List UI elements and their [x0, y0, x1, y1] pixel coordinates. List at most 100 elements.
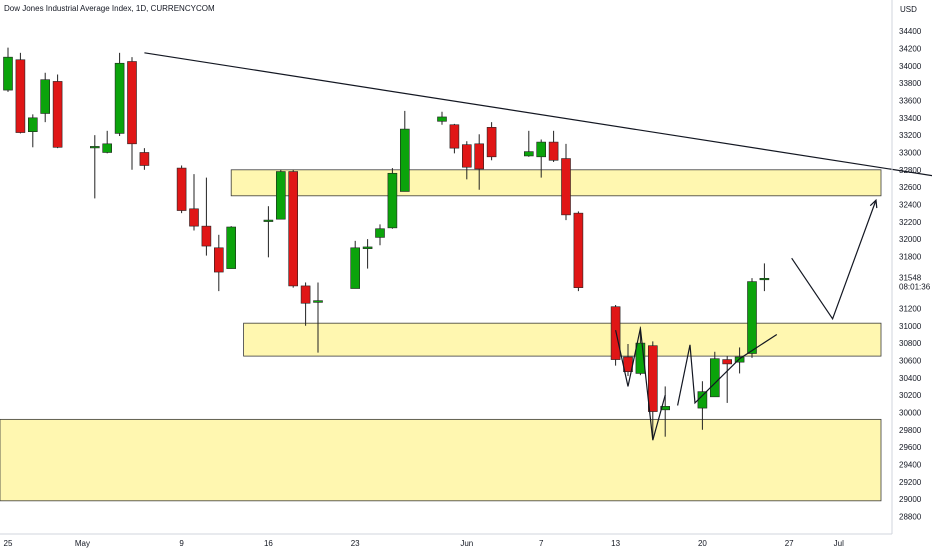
y-tick-label: 34000 [899, 62, 922, 71]
candle-16 [275, 169, 286, 220]
candle-body [201, 225, 212, 247]
candle-body [722, 359, 733, 365]
candle-0 [3, 47, 13, 92]
y-tick-label: 32800 [899, 166, 922, 175]
x-tick-label: 16 [264, 539, 273, 548]
x-tick-label: 23 [351, 539, 360, 548]
candle-24 [399, 110, 410, 192]
candle-9 [139, 148, 150, 170]
candle-body [214, 247, 224, 273]
candle-body [263, 219, 274, 222]
candle-body [461, 144, 472, 168]
candle-43 [734, 347, 745, 374]
drawing-0 [615, 328, 666, 441]
candle-body [548, 141, 559, 161]
candle-body [226, 226, 236, 269]
candle-17 [288, 169, 299, 288]
candle-31 [536, 139, 547, 178]
y-tick-label: 30000 [899, 408, 922, 417]
candle-body [27, 117, 38, 132]
y-tick-label: 30200 [899, 391, 922, 400]
drawing-2 [791, 199, 877, 321]
y-tick-label: 33400 [899, 114, 922, 123]
candle-1 [15, 52, 26, 134]
candle-18 [300, 282, 311, 326]
y-tick-label: 30800 [899, 339, 922, 348]
candle-34 [573, 211, 584, 292]
y-tick-label: 32400 [899, 200, 922, 209]
candles [3, 47, 770, 439]
y-tick-label: 28800 [899, 512, 922, 521]
candle-13 [214, 234, 224, 292]
candle-body [127, 61, 137, 145]
y-tick-label: 34200 [899, 45, 922, 54]
candle-45 [759, 263, 770, 292]
candle-28 [474, 134, 485, 190]
candle-body [15, 59, 26, 133]
y-tick-label: 30600 [899, 356, 922, 365]
y-tick-label: 32200 [899, 218, 922, 227]
candle-15 [263, 206, 274, 258]
candle-body [3, 56, 13, 91]
candle-body [139, 152, 150, 166]
x-tick-label: May [75, 539, 90, 548]
candle-body [176, 167, 187, 211]
candle-21 [362, 239, 373, 269]
candle-body [399, 128, 410, 192]
x-tick-label: Jul [834, 539, 844, 548]
zone-1 [243, 322, 882, 357]
candle-body [474, 143, 485, 170]
candle-26 [449, 123, 460, 154]
candle-12 [201, 177, 212, 256]
countdown-label: 08:01:36 [899, 282, 931, 291]
y-tick-label: 31800 [899, 252, 922, 261]
candle-body [536, 141, 547, 158]
candle-body [40, 79, 51, 114]
candle-body [697, 391, 708, 409]
arrow-head [869, 198, 878, 209]
candle-2 [27, 114, 38, 148]
candle-5 [90, 135, 100, 199]
candle-body [313, 300, 323, 303]
candle-37 [635, 326, 646, 376]
x-tick-label: Jun [460, 539, 473, 548]
candle-body [635, 342, 646, 374]
candle-body [102, 143, 112, 153]
candle-body [647, 345, 658, 412]
candle-body [734, 356, 745, 363]
currency-label: USD [900, 5, 917, 14]
candle-body [90, 146, 100, 149]
candle-25 [437, 111, 447, 125]
candle-body [747, 281, 757, 354]
zone-0 [230, 169, 882, 197]
candle-body [288, 171, 299, 287]
candle-19 [313, 282, 323, 353]
y-tick-label: 33800 [899, 79, 922, 88]
y-tick-label: 33200 [899, 131, 922, 140]
y-tick-label: 31000 [899, 322, 922, 331]
y-tick-label: 29000 [899, 495, 922, 504]
candle-body [362, 246, 373, 249]
candle-body [375, 228, 385, 238]
candle-14 [226, 226, 236, 269]
candle-body [387, 172, 398, 229]
y-tick-label: 32600 [899, 183, 922, 192]
candle-body [114, 62, 125, 134]
candle-body [523, 151, 534, 157]
candle-body [573, 212, 584, 288]
candle-body [437, 116, 447, 122]
y-tick-label: 31200 [899, 304, 922, 313]
candle-20 [350, 240, 361, 289]
candle-29 [486, 122, 497, 161]
y-tick-label: 33000 [899, 148, 922, 157]
y-tick-label: 34400 [899, 27, 922, 36]
y-tick-label: 29600 [899, 443, 922, 452]
last-price-label: 31548 [899, 273, 922, 282]
candle-33 [561, 143, 571, 221]
candle-10 [176, 165, 187, 214]
candle-7 [114, 52, 125, 137]
y-tick-label: 30400 [899, 374, 922, 383]
candle-6 [102, 130, 112, 154]
